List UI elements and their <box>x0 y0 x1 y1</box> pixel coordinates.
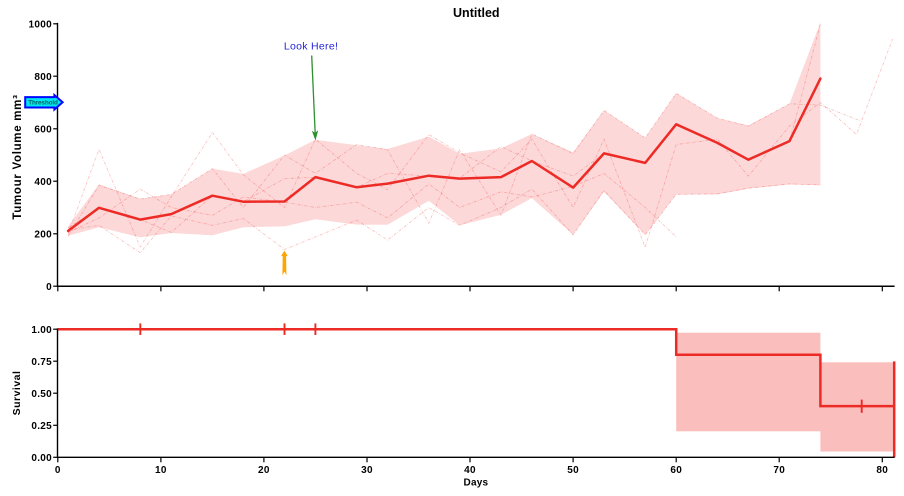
svg-text:1.00: 1.00 <box>31 325 52 336</box>
svg-text:1000: 1000 <box>29 19 53 30</box>
svg-text:0: 0 <box>46 282 52 293</box>
svg-text:400: 400 <box>34 177 52 188</box>
svg-text:60: 60 <box>670 465 682 476</box>
svg-text:70: 70 <box>773 465 785 476</box>
svg-text:10: 10 <box>155 465 167 476</box>
svg-text:Survival: Survival <box>11 371 23 416</box>
svg-text:200: 200 <box>34 229 52 240</box>
svg-text:0.75: 0.75 <box>31 357 52 368</box>
svg-text:50: 50 <box>567 465 579 476</box>
svg-text:0.50: 0.50 <box>31 389 52 400</box>
svg-text:0.25: 0.25 <box>31 421 52 432</box>
svg-text:Tumour Volume mm³: Tumour Volume mm³ <box>12 94 24 219</box>
svg-text:Threshold: Threshold <box>28 100 58 107</box>
svg-text:0: 0 <box>55 465 61 476</box>
svg-text:Days: Days <box>464 478 489 489</box>
svg-text:40: 40 <box>464 465 476 476</box>
svg-text:20: 20 <box>258 465 270 476</box>
svg-text:80: 80 <box>876 465 888 476</box>
svg-text:Look Here!: Look Here! <box>284 41 338 53</box>
svg-text:600: 600 <box>34 124 52 135</box>
svg-text:0.00: 0.00 <box>31 453 52 464</box>
svg-text:800: 800 <box>34 72 52 83</box>
svg-text:Untitled: Untitled <box>453 6 500 20</box>
svg-text:30: 30 <box>361 465 373 476</box>
